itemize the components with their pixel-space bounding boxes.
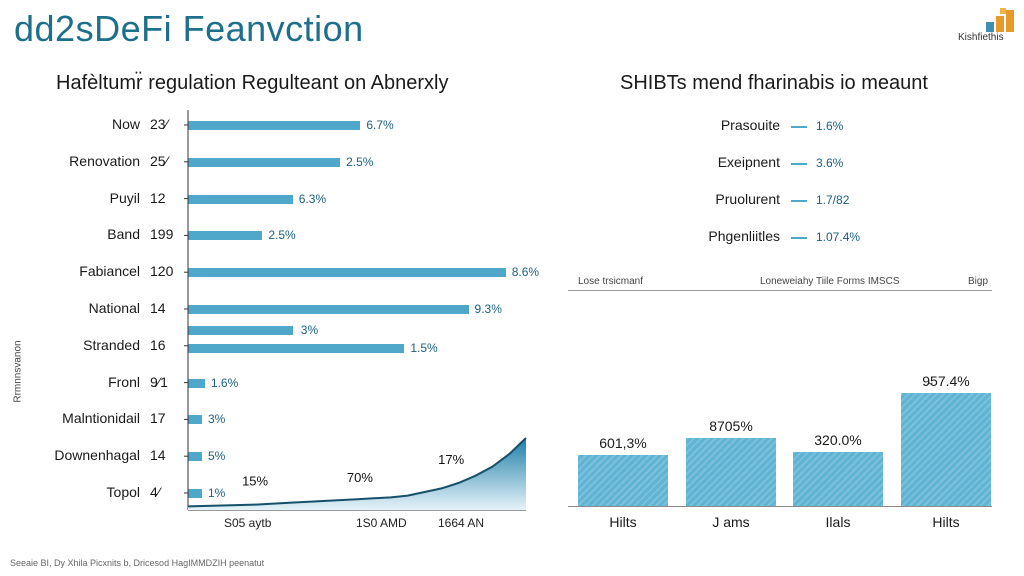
- legend-marker: [791, 200, 807, 202]
- bar: [188, 343, 405, 353]
- bar: [188, 231, 263, 241]
- bar: [188, 157, 341, 167]
- legend-label: Exeipnent: [717, 154, 780, 170]
- bar-value-label: 2.5%: [268, 228, 296, 243]
- category-label: Hilts: [609, 514, 637, 530]
- row-number: 14: [150, 447, 166, 464]
- right-chart-divider: [568, 290, 992, 291]
- legend-value: 1.7/82: [816, 193, 850, 207]
- right-chart-baseline: [568, 506, 992, 507]
- left-chart-title: Hafèltumr͏̈ regulation Regulteant on Abn…: [56, 72, 449, 94]
- bar-value-label: 1.5%: [410, 340, 438, 355]
- category-label: Hilts: [932, 514, 960, 530]
- bar-value-label: 1.6%: [210, 375, 239, 390]
- right-chart-title: SHIBTs mend fharinabis io meaunt: [620, 72, 928, 94]
- bar-value-label: 3%: [300, 322, 319, 337]
- row-label: Malntionidail: [62, 410, 140, 427]
- bar: [188, 121, 361, 130]
- bar-value-label: 1%: [208, 486, 226, 500]
- x-tick-label: S05 aytb: [224, 516, 272, 530]
- right-chart-header-right: Bigp: [968, 276, 989, 287]
- bar: [188, 415, 202, 425]
- row-number: 12: [150, 189, 166, 206]
- bar: [686, 437, 776, 506]
- row-label: National: [88, 300, 140, 316]
- legend-label: Prasouite: [720, 117, 780, 133]
- left-chart-axis: 15% 70% 17%: [184, 110, 527, 511]
- footer-note: Seeaie BI, Dy Xhila Picxnits b, Dricesod…: [10, 558, 265, 568]
- bar-value-label: 601,3%: [599, 435, 647, 452]
- right-chart-header-mid: Loneweiahy Tiile Forms IMSCS: [760, 276, 900, 287]
- row-number: 199: [150, 226, 174, 243]
- legend-value: 1.6%: [816, 119, 844, 133]
- bar-value-label: 320.0%: [814, 432, 862, 449]
- brand-logo-icon: [986, 8, 1014, 32]
- row-label: Puyil: [109, 189, 140, 206]
- bar-value-label: 9̴57.4%: [922, 373, 970, 390]
- row-number: 17: [150, 410, 166, 427]
- bar: [188, 489, 202, 498]
- area-series-label: 17%: [438, 452, 464, 467]
- row-label: Downenhagal: [54, 447, 140, 464]
- legend-value: 3.6%: [816, 156, 844, 170]
- bar: [188, 268, 506, 278]
- area-series-line: [187, 437, 527, 508]
- bar-value-label: 2.5%: [346, 154, 374, 169]
- row-label: Now: [111, 116, 140, 132]
- row-number: 25⁄: [150, 152, 168, 169]
- bar: [578, 455, 668, 506]
- legend-label: Pruolurent: [715, 191, 780, 207]
- x-tick-label: 1664 AN: [438, 516, 485, 530]
- bar: [188, 194, 293, 204]
- page-title: dd2sDeFi Feanvction: [14, 8, 364, 49]
- row-number: 9⁄1: [150, 373, 168, 390]
- bar: [188, 452, 202, 462]
- bar-value-label: 6.7%: [366, 118, 394, 132]
- area-series-label: 70%: [347, 470, 373, 485]
- area-series-fill: [188, 438, 526, 510]
- bar: [793, 452, 883, 506]
- x-tick-label: 1S0 AMD: [356, 516, 407, 530]
- area-series-label: 15%: [242, 474, 268, 489]
- row-label: Fabiancel: [79, 263, 140, 280]
- row-number: 14: [150, 300, 166, 316]
- legend-marker: [791, 163, 807, 165]
- bar: [188, 378, 205, 388]
- legend-marker: [791, 126, 807, 128]
- row-label: Renovation: [69, 152, 140, 169]
- bar-value-label: 8705%: [709, 417, 753, 434]
- row-number: 23⁄: [150, 116, 168, 132]
- legend-value: 1.07.4%: [816, 230, 861, 244]
- row-label: Band: [107, 226, 140, 243]
- row-number: 16: [150, 336, 166, 353]
- bar: [188, 305, 469, 314]
- category-label: Ilals: [825, 514, 851, 530]
- row-number: 4⁄: [150, 484, 161, 500]
- bar: [188, 325, 293, 335]
- row-label: Stranded: [83, 336, 140, 353]
- bar-value-label: 3%: [208, 412, 226, 427]
- row-label: Fronl: [108, 373, 140, 390]
- brand-logo-text: Kishfiethis: [958, 32, 1004, 43]
- bar-value-label: 8.6%: [511, 265, 540, 280]
- row-label: Topol: [106, 484, 140, 500]
- bar-value-label: 6.3%: [298, 191, 327, 206]
- right-chart-header-left: Lose trsicmanf: [578, 276, 644, 287]
- bar-value-label: 9.3%: [474, 302, 502, 316]
- bar-value-label: 5%: [208, 449, 226, 464]
- category-label: J ams: [712, 514, 750, 530]
- legend-marker: [791, 237, 807, 239]
- bar: [901, 393, 991, 506]
- row-number: 120: [150, 263, 174, 280]
- legend-label: Phgenliitles: [708, 228, 780, 244]
